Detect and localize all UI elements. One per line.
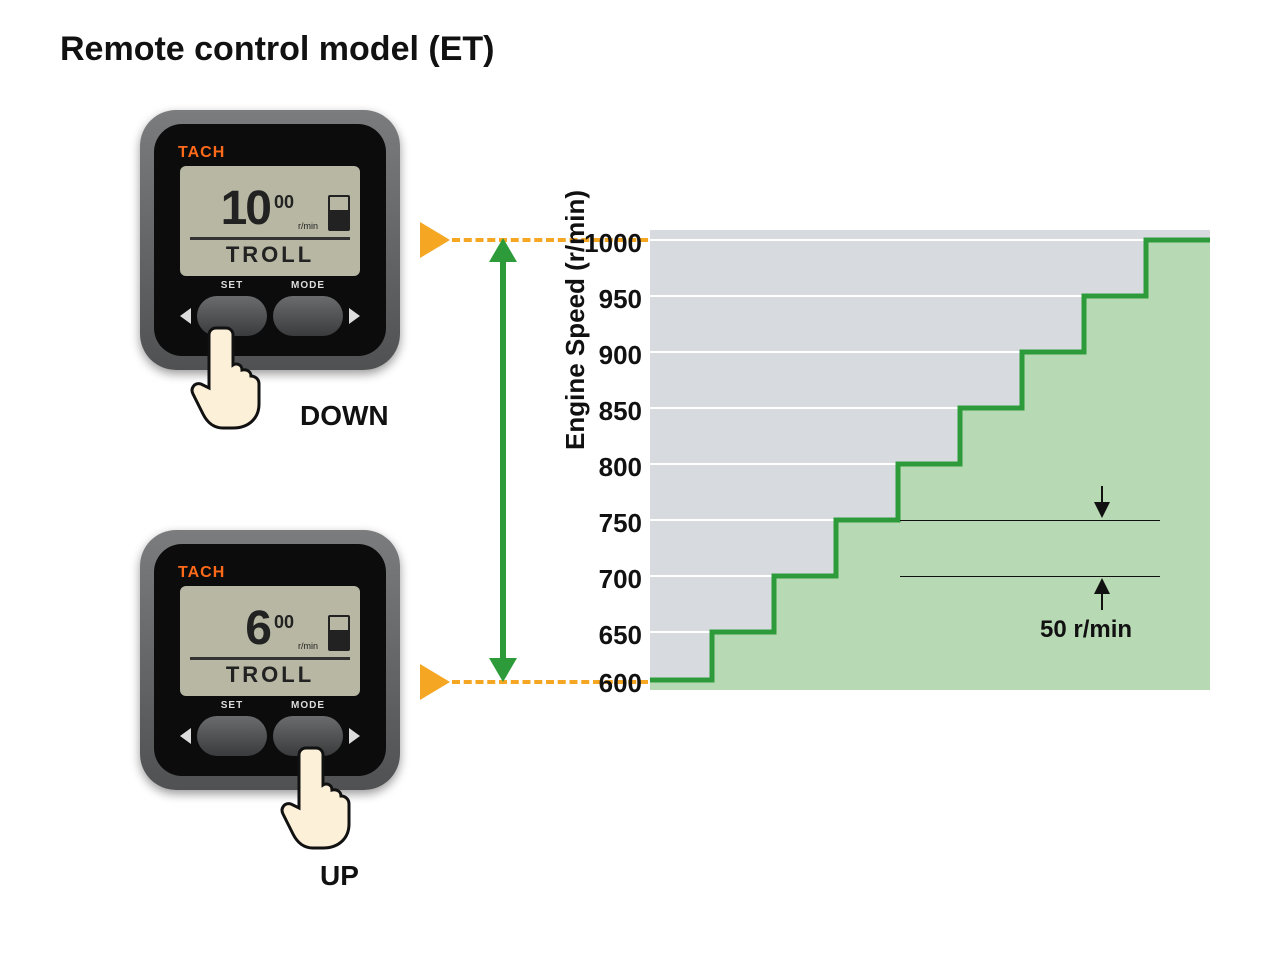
dimension-line <box>1101 486 1103 502</box>
tick-label: 900 <box>572 340 642 371</box>
rpm-unit: r/min <box>298 222 318 233</box>
tick-label: 800 <box>572 452 642 483</box>
chevron-left-icon <box>180 728 191 744</box>
mode-text: TROLL <box>226 242 314 268</box>
tick-label: 850 <box>572 396 642 427</box>
chevron-left-icon <box>180 308 191 324</box>
set-button[interactable]: SET <box>197 716 267 756</box>
dimension-line <box>900 576 1160 577</box>
pointer-triangle-icon <box>420 664 450 700</box>
arrow-down-icon <box>1094 502 1110 518</box>
arrow-down-icon <box>489 658 517 682</box>
chevron-right-icon <box>349 728 360 744</box>
range-arrow <box>500 260 506 660</box>
mode-button-label: MODE <box>273 700 343 711</box>
lcd-display: 6 00 r/min TROLL <box>180 586 360 696</box>
pointer-triangle-icon <box>420 222 450 258</box>
battery-icon <box>328 615 350 651</box>
tick-label: 750 <box>572 508 642 539</box>
rpm-minor: 00 <box>274 193 294 233</box>
tick-label: 950 <box>572 284 642 315</box>
tick-label: 600 <box>572 668 642 699</box>
set-button-label: SET <box>197 280 267 291</box>
lcd-display: 10 00 r/min TROLL <box>180 166 360 276</box>
set-button-label: SET <box>197 700 267 711</box>
rpm-major: 6 <box>245 605 270 653</box>
tick-label: 650 <box>572 620 642 651</box>
set-button[interactable]: SET <box>197 296 267 336</box>
mode-button[interactable]: MODE <box>273 716 343 756</box>
page-title: Remote control model (ET) <box>60 30 494 69</box>
rpm-unit: r/min <box>298 642 318 653</box>
arrow-up-icon <box>1094 578 1110 594</box>
tick-label: 1000 <box>572 228 642 259</box>
action-label-up: UP <box>320 860 359 892</box>
brand-label: TACH <box>178 144 225 162</box>
chevron-right-icon <box>349 308 360 324</box>
step-annotation: 50 r/min <box>1040 616 1132 644</box>
gauge-down: TACH 10 00 r/min TROLL SET MODE <box>140 110 400 370</box>
dimension-line <box>900 520 1160 521</box>
rpm-minor: 00 <box>274 613 294 653</box>
rpm-major: 10 <box>221 185 270 233</box>
tick-label: 700 <box>572 564 642 595</box>
battery-icon <box>328 195 350 231</box>
brand-label: TACH <box>178 564 225 582</box>
gauge-up: TACH 6 00 r/min TROLL SET MODE <box>140 530 400 790</box>
mode-button-label: MODE <box>273 280 343 291</box>
mode-text: TROLL <box>226 662 314 688</box>
arrow-up-icon <box>489 238 517 262</box>
dimension-line <box>1101 594 1103 610</box>
action-label-down: DOWN <box>300 400 389 432</box>
mode-button[interactable]: MODE <box>273 296 343 336</box>
